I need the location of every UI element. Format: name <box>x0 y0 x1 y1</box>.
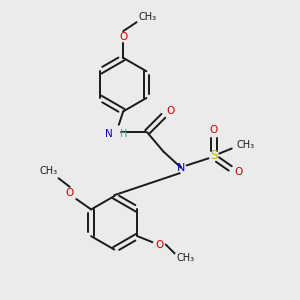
Text: CH₃: CH₃ <box>177 253 195 262</box>
Text: CH₃: CH₃ <box>236 140 254 150</box>
Text: CH₃: CH₃ <box>139 12 157 22</box>
Text: N: N <box>105 129 113 139</box>
Text: O: O <box>119 32 128 42</box>
Text: O: O <box>234 167 243 177</box>
Text: O: O <box>167 106 175 116</box>
Text: H: H <box>120 129 127 139</box>
Text: O: O <box>66 188 74 198</box>
Text: O: O <box>156 239 164 250</box>
Text: N: N <box>177 163 185 173</box>
Text: O: O <box>210 125 218 135</box>
Text: CH₃: CH₃ <box>39 167 57 176</box>
Text: S: S <box>210 149 218 162</box>
